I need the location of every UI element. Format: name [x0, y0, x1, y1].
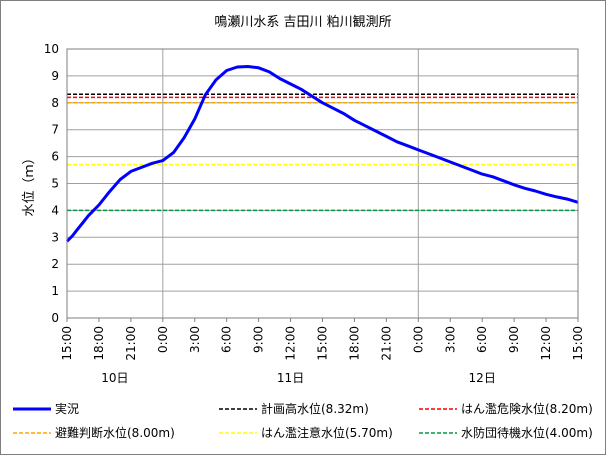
x-tick-label: 15:00 — [571, 326, 585, 361]
x-tick-label: 3:00 — [188, 326, 202, 353]
day-label: 10日 — [101, 371, 128, 385]
series-layer — [65, 65, 579, 243]
y-tick-label: 4 — [51, 203, 59, 217]
y-tick-label: 3 — [51, 230, 59, 244]
y-tick-label: 6 — [51, 150, 59, 164]
y-tick-labels: 0 1 2 3 4 5 6 7 8 9 10 — [44, 42, 59, 325]
y-tick-label: 7 — [51, 123, 59, 137]
day-label: 12日 — [469, 371, 496, 385]
x-tick-label: 18:00 — [92, 326, 106, 361]
y-tick-label: 1 — [51, 284, 59, 298]
y-tick-label: 10 — [44, 42, 59, 56]
legend-label: 避難判断水位(8.00m) — [55, 425, 175, 440]
grid — [67, 48, 578, 319]
x-tick-label: 12:00 — [539, 326, 553, 361]
x-tick-label: 6:00 — [475, 326, 489, 353]
y-tick-label: 9 — [51, 69, 59, 83]
threshold-lines — [67, 93, 578, 212]
y-axis-label: 水位（ｍ） — [22, 151, 37, 216]
x-tick-label: 0:00 — [156, 326, 170, 353]
legend-label: はん濫危険水位(8.20m) — [461, 401, 593, 416]
x-tick-label: 18:00 — [347, 326, 361, 361]
x-tick-labels: 15:00 18:00 21:00 0:00 3:00 6:00 9:00 12:00 15:0… — [60, 326, 585, 361]
x-tick-label: 9:00 — [507, 326, 521, 353]
x-tick-label: 12:00 — [284, 326, 298, 361]
y-tick-label: 8 — [51, 96, 59, 110]
x-tick-label: 6:00 — [220, 326, 234, 353]
legend-label: 実況 — [55, 401, 79, 416]
x-tick-label: 21:00 — [124, 326, 138, 361]
y-tick-label: 2 — [51, 257, 59, 271]
x-tick-label: 15:00 — [316, 326, 330, 361]
legend: 実況 計画高水位(8.32m) はん濫危険水位(8.20m) 避難判断水位(8.00m… — [13, 401, 593, 440]
x-tick-label: 9:00 — [252, 326, 266, 353]
axes — [66, 48, 579, 322]
x-tick-label: 15:00 — [60, 326, 74, 361]
y-tick-label: 5 — [51, 177, 59, 191]
chart-title: 鳴瀬川水系 吉田川 粕川観測所 — [214, 15, 391, 30]
x-tick-label: 21:00 — [379, 326, 393, 361]
series-line-observed — [65, 65, 579, 243]
legend-label: はん濫注意水位(5.70m) — [261, 425, 393, 440]
day-label: 11日 — [277, 371, 304, 385]
day-labels: 10日 11日 12日 — [101, 371, 496, 385]
legend-label: 水防団待機水位(4.00m) — [461, 425, 593, 440]
legend-label: 計画高水位(8.32m) — [261, 401, 369, 416]
x-tick-label: 3:00 — [443, 326, 457, 353]
y-tick-label: 0 — [51, 311, 59, 325]
x-tick-label: 0:00 — [411, 326, 425, 353]
